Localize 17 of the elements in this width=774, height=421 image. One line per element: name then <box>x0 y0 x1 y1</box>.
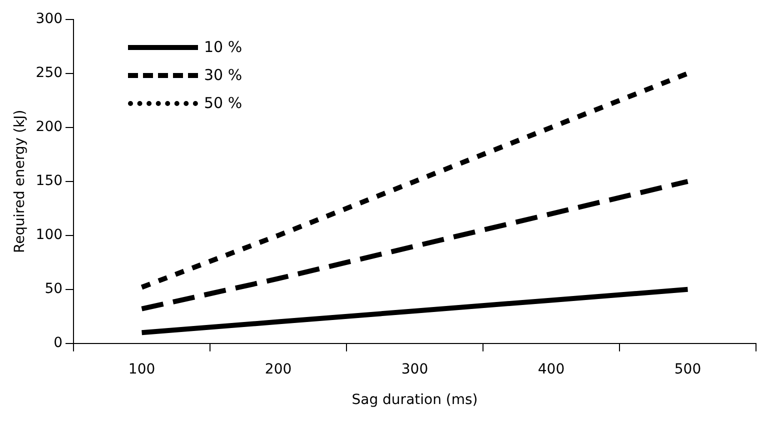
y-tick-label: 0 <box>54 335 63 352</box>
x-tick-label: 400 <box>538 361 565 378</box>
x-axis-title: Sag duration (ms) <box>352 392 478 408</box>
legend-label: 50 % <box>204 94 242 112</box>
x-tick-label: 200 <box>264 361 292 378</box>
y-tick-label: 250 <box>36 65 63 82</box>
y-tick-label: 150 <box>36 173 63 190</box>
y-axis-title: Required energy (kJ) <box>12 110 28 253</box>
x-tick-label: 500 <box>674 361 702 378</box>
y-tick-label: 50 <box>44 281 63 298</box>
y-tick-label: 200 <box>36 119 63 136</box>
x-tick-label: 300 <box>401 361 428 378</box>
y-tick-label: 100 <box>36 227 63 244</box>
legend-label: 30 % <box>204 66 242 84</box>
y-tick-label: 300 <box>36 11 63 28</box>
legend-label: 10 % <box>204 38 242 56</box>
x-tick-label: 100 <box>128 361 156 378</box>
